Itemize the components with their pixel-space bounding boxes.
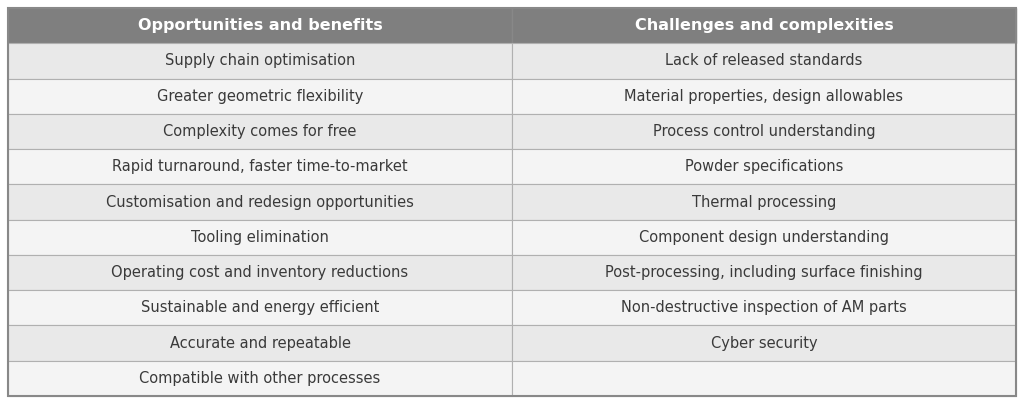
Text: Post-processing, including surface finishing: Post-processing, including surface finis…: [605, 265, 923, 280]
Text: Opportunities and benefits: Opportunities and benefits: [137, 18, 382, 33]
Bar: [512, 255, 1016, 290]
Bar: [8, 149, 512, 184]
Bar: [8, 114, 512, 149]
Bar: [8, 184, 512, 220]
Text: Thermal processing: Thermal processing: [692, 194, 837, 210]
Text: Operating cost and inventory reductions: Operating cost and inventory reductions: [112, 265, 409, 280]
Bar: [8, 326, 512, 361]
Text: Compatible with other processes: Compatible with other processes: [139, 371, 381, 386]
Bar: [8, 43, 512, 78]
Text: Challenges and complexities: Challenges and complexities: [635, 18, 893, 33]
Bar: [512, 290, 1016, 326]
Bar: [8, 220, 512, 255]
Text: Customisation and redesign opportunities: Customisation and redesign opportunities: [106, 194, 414, 210]
Text: Rapid turnaround, faster time-to-market: Rapid turnaround, faster time-to-market: [113, 159, 408, 174]
Bar: [512, 326, 1016, 361]
Text: Greater geometric flexibility: Greater geometric flexibility: [157, 89, 364, 104]
Bar: [512, 220, 1016, 255]
Bar: [8, 255, 512, 290]
Bar: [512, 361, 1016, 396]
Text: Complexity comes for free: Complexity comes for free: [163, 124, 356, 139]
Bar: [512, 184, 1016, 220]
Text: Lack of released standards: Lack of released standards: [666, 53, 862, 68]
Text: Tooling elimination: Tooling elimination: [191, 230, 329, 245]
Bar: [8, 8, 512, 43]
Bar: [8, 290, 512, 326]
Bar: [512, 114, 1016, 149]
Text: Accurate and repeatable: Accurate and repeatable: [170, 336, 350, 351]
Text: Supply chain optimisation: Supply chain optimisation: [165, 53, 355, 68]
Text: Component design understanding: Component design understanding: [639, 230, 889, 245]
Bar: [8, 361, 512, 396]
Text: Process control understanding: Process control understanding: [652, 124, 876, 139]
Text: Powder specifications: Powder specifications: [685, 159, 843, 174]
Text: Cyber security: Cyber security: [711, 336, 817, 351]
Bar: [512, 149, 1016, 184]
Bar: [512, 43, 1016, 78]
Text: Sustainable and energy efficient: Sustainable and energy efficient: [141, 300, 379, 315]
Text: Material properties, design allowables: Material properties, design allowables: [625, 89, 903, 104]
Bar: [8, 78, 512, 114]
Text: Non-destructive inspection of AM parts: Non-destructive inspection of AM parts: [622, 300, 907, 315]
Bar: [512, 8, 1016, 43]
Bar: [512, 78, 1016, 114]
